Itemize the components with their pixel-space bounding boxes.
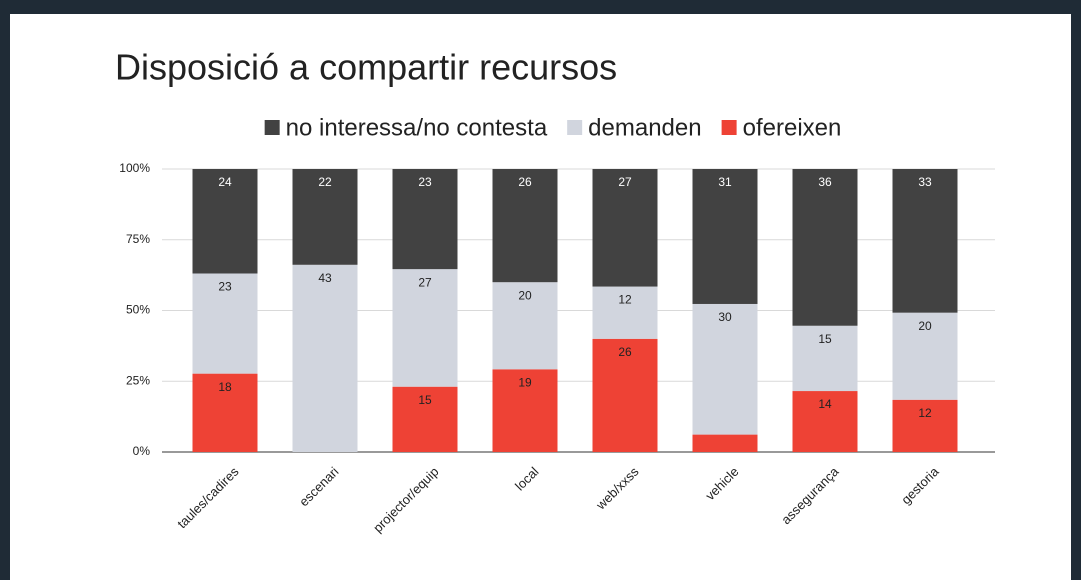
bar-segment	[492, 369, 558, 452]
data-label: 23	[218, 280, 232, 294]
bar-segment	[892, 169, 958, 313]
legend: no interessa/no contesta demanden ofereixe…	[264, 114, 842, 141]
data-label: 12	[918, 406, 932, 420]
data-label: 22	[318, 175, 332, 189]
data-label: 15	[818, 332, 832, 346]
data-label: 19	[518, 375, 532, 389]
data-label: 23	[418, 175, 432, 189]
legend-label: demanden	[588, 114, 701, 141]
bar-segment	[692, 169, 758, 304]
data-label: 20	[918, 319, 932, 333]
bar-segment	[592, 286, 658, 339]
bar-segment	[392, 169, 458, 270]
y-tick-label: 75%	[126, 232, 150, 246]
bar-segment	[592, 338, 658, 452]
bar-segment	[792, 169, 858, 326]
bar-segment	[192, 373, 258, 452]
data-label: 31	[718, 175, 732, 189]
y-tick-label: 25%	[126, 373, 150, 387]
bar-segment	[692, 303, 758, 435]
bar-segment	[892, 399, 958, 452]
bar-segment	[392, 386, 458, 452]
legend-swatch	[567, 120, 583, 135]
data-label: 33	[918, 175, 932, 189]
bar-segment	[192, 273, 258, 374]
bar-segment	[792, 325, 858, 392]
chart-title: Disposició a compartir recursos	[115, 47, 617, 88]
data-label: 15	[418, 393, 432, 407]
bar-segment	[292, 264, 358, 452]
data-label: 26	[618, 345, 632, 359]
data-label: 18	[218, 380, 232, 394]
data-label: 12	[618, 293, 632, 307]
legend-swatch	[264, 120, 280, 135]
y-tick-label: 100%	[119, 161, 150, 175]
bar-segment	[892, 312, 958, 400]
data-label: 20	[518, 288, 532, 302]
data-label: 24	[218, 175, 232, 189]
bar-segment	[392, 269, 458, 387]
data-label: 27	[618, 175, 632, 189]
legend-label: no interessa/no contesta	[286, 114, 548, 141]
bar-segment	[292, 169, 358, 265]
bar-segment	[692, 434, 758, 452]
bar-segment	[792, 391, 858, 452]
bar-segment	[192, 169, 258, 274]
bar-segment	[492, 169, 558, 283]
data-label: 27	[418, 275, 432, 289]
bar-segment	[592, 169, 658, 287]
data-label: 26	[518, 175, 532, 189]
legend-swatch	[721, 120, 737, 135]
bar-segment	[492, 282, 558, 370]
data-label: 30	[718, 310, 732, 324]
data-label: 14	[818, 397, 832, 411]
data-label: 43	[318, 271, 332, 285]
y-tick-label: 0%	[133, 444, 151, 458]
legend-label: ofereixen	[743, 114, 842, 141]
data-label: 36	[818, 175, 832, 189]
y-tick-label: 50%	[126, 303, 150, 317]
